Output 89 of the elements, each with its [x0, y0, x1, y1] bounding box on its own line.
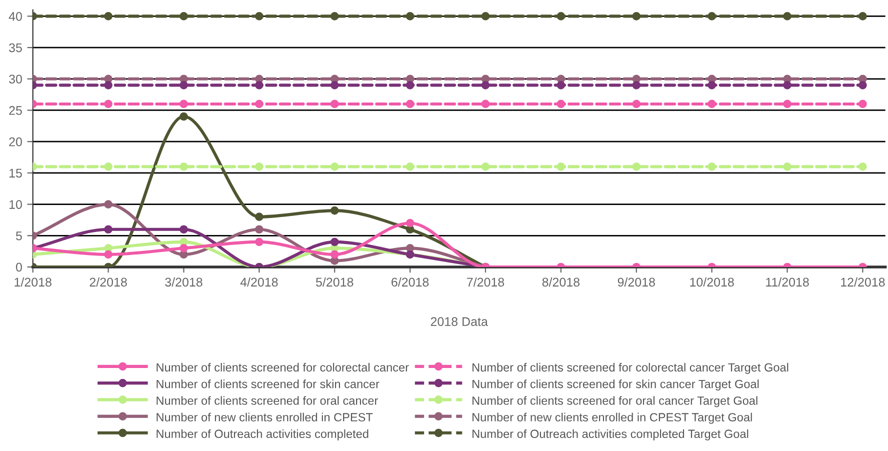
legend-label: Number of clients screened for skin cancer: [156, 380, 380, 388]
point: [330, 238, 339, 246]
point: [180, 100, 188, 108]
point: [255, 80, 264, 90]
y-tick-label: 40: [8, 12, 22, 21]
point: [255, 238, 264, 246]
point: [255, 100, 264, 108]
legend-label: Number of Outreach activities completed: [156, 429, 368, 440]
legend-label: Number of clients screened for oral cancer Target Goal: [472, 396, 758, 408]
legend-label: Number of clients screened for colorectal cancer: [156, 362, 409, 372]
legend-label: Number of new clients enrolled in CPEST Target Goal: [472, 412, 752, 424]
x-tick-label: 3/2018: [165, 277, 202, 287]
point: [330, 206, 339, 215]
point: [330, 250, 339, 259]
y-tick-label: 35: [9, 43, 22, 52]
x-tick-label: 4/2018: [240, 277, 278, 287]
legend-label: Number of clients screened for skin cancer Target Goal: [472, 380, 759, 391]
point: [330, 100, 339, 108]
point: [708, 162, 716, 171]
x-tick-label: 9/2018: [618, 277, 655, 287]
point: [406, 218, 414, 228]
point: [406, 100, 414, 108]
point: [180, 80, 188, 90]
point: [406, 80, 414, 90]
point: [104, 12, 112, 20]
x-tick-label: 6/2018: [392, 277, 429, 287]
x-tick-label: 8/2018: [542, 277, 580, 287]
point: [783, 100, 792, 108]
point: [104, 100, 112, 108]
x-tick-label: 12/2018: [841, 277, 885, 287]
point: [104, 162, 112, 171]
point: [556, 12, 566, 20]
x-tick-label: 10/2018: [690, 277, 734, 287]
y-tick-label: 10: [9, 200, 22, 209]
point: [632, 100, 641, 108]
point: [481, 162, 490, 171]
x-tick-label: 5/2018: [316, 277, 354, 287]
point: [255, 225, 264, 234]
point: [556, 100, 566, 108]
point: [330, 80, 339, 90]
point: [556, 162, 566, 171]
point: [330, 12, 339, 20]
x-tick-label: 7/2018: [467, 277, 504, 287]
point: [255, 12, 264, 20]
point: [104, 250, 112, 259]
y-tick-label: 30: [9, 74, 22, 84]
point: [406, 162, 414, 171]
point: [180, 162, 188, 171]
point: [104, 80, 112, 90]
y-tick-label: 0: [16, 262, 22, 272]
point: [858, 80, 867, 90]
point: [632, 162, 641, 171]
point: [858, 12, 867, 20]
point: [255, 162, 264, 171]
x-tick-label: 2/2018: [90, 277, 127, 287]
point: [104, 200, 112, 208]
legend-label: Number of Outreach activities completed Target Goal: [472, 429, 748, 440]
point: [858, 162, 867, 171]
x-tick-label: 11/2018: [766, 277, 809, 287]
x-tick-label: 1/2018: [14, 277, 52, 287]
point: [104, 225, 112, 234]
point: [481, 80, 490, 90]
y-tick-label: 25: [9, 106, 22, 115]
legend-label: Number of new clients enrolled in CPEST: [156, 412, 373, 422]
y-tick-label: 5: [16, 232, 22, 240]
point: [330, 162, 339, 171]
point: [783, 80, 792, 90]
point: [180, 225, 188, 234]
point: [632, 80, 641, 90]
x-axis-title: 2018 Data: [430, 317, 488, 326]
point: [481, 12, 490, 20]
y-tick-label: 15: [9, 168, 22, 178]
point: [180, 112, 188, 121]
point: [556, 80, 566, 90]
point: [180, 12, 188, 20]
y-tick-label: 20: [9, 137, 22, 146]
point: [708, 100, 716, 108]
legend-label: Number of clients screened for colorectal cancer Target Goal: [472, 362, 788, 374]
point: [255, 212, 264, 221]
point: [708, 80, 716, 90]
point: [783, 162, 792, 171]
legend-label: Number of clients screened for oral cancer: [156, 396, 378, 405]
point: [708, 12, 716, 20]
point: [858, 100, 867, 108]
point: [406, 12, 414, 20]
point: [783, 12, 792, 20]
point: [632, 12, 641, 20]
point: [481, 100, 490, 108]
point: [180, 244, 188, 252]
